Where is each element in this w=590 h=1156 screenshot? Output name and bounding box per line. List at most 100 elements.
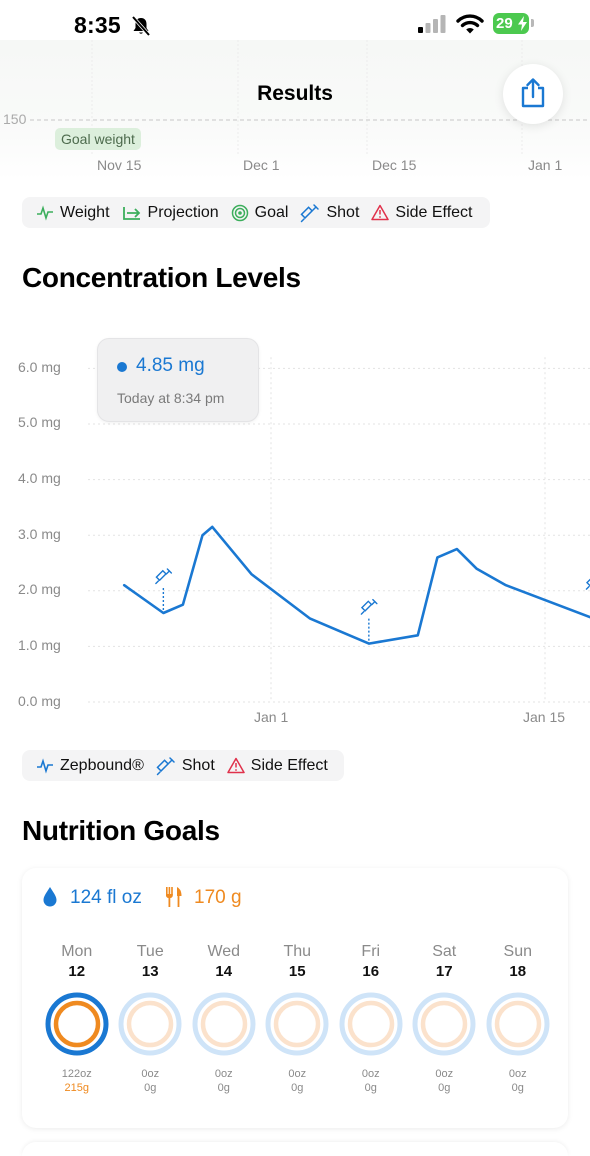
water-ring (412, 992, 476, 1056)
y-tick-label: 1.0 mg (18, 637, 61, 653)
food-ring (274, 1000, 321, 1048)
day-food: 0g (438, 1082, 451, 1094)
battery-icon: 29 (493, 13, 529, 34)
food-ring (421, 1000, 468, 1048)
day-water: 0oz (361, 1068, 380, 1080)
warning-icon (227, 757, 245, 774)
day-number: 15 (288, 963, 306, 980)
legend-projection: Projection (122, 204, 219, 222)
warning-icon (371, 204, 390, 221)
day-water: 122oz (61, 1068, 92, 1080)
water-ring (192, 992, 256, 1056)
days-row: Mon 12 122oz 215g Tue 13 0oz 0g Wed 14 0oz 0g Thu 15 0… (40, 943, 554, 1113)
nutrition-card[interactable]: 124 fl oz 170 g Mon 12 122oz 215g Tue 13 0oz 0g… (22, 868, 568, 1128)
y-tick-label: 2.0 mg (18, 581, 61, 597)
day-name: Fri (361, 943, 381, 960)
y-tick-label: 6.0 mg (18, 359, 61, 375)
syringe-icon (300, 203, 320, 222)
day-column[interactable]: Tue 13 0oz 0g (114, 943, 188, 1113)
legend-side-effect-label: Side Effect (395, 203, 473, 221)
day-number: 17 (435, 963, 453, 980)
food-ring (494, 1000, 541, 1048)
day-number: 14 (215, 963, 233, 980)
day-number: 13 (141, 963, 159, 980)
target-icon (231, 204, 248, 221)
day-column[interactable]: Thu 15 0oz 0g (261, 943, 335, 1113)
x-tick-label: Jan 1 (254, 709, 289, 725)
charging-bolt-icon (518, 16, 527, 31)
weight-x-tick: Jan 1 (528, 157, 563, 173)
day-water: 0oz (141, 1068, 160, 1080)
day-food: 0g (511, 1082, 524, 1094)
food-goal: 170 g (194, 887, 242, 908)
progress-ring (118, 992, 182, 1056)
progress-ring (45, 992, 109, 1056)
tooltip-time: Today at 8:34 pm (117, 390, 225, 406)
bell-slash-icon (131, 15, 151, 37)
day-food: 215g (64, 1082, 89, 1094)
legend-goal-label: Goal (254, 203, 289, 221)
day-column[interactable]: Sun 18 0oz 0g (481, 943, 555, 1113)
water-ring (486, 992, 550, 1056)
legend-projection-label: Projection (147, 203, 219, 221)
day-water: 0oz (288, 1068, 307, 1080)
day-food: 0g (364, 1082, 377, 1094)
day-column[interactable]: Wed 14 0oz 0g (187, 943, 261, 1113)
concentration-title: Concentration Levels (22, 262, 301, 293)
water-ring (118, 992, 182, 1056)
weight-legend: Weight Projection Goal Shot Side Effect (22, 197, 491, 228)
progress-ring (192, 992, 256, 1056)
y-tick-label: 4.0 mg (18, 470, 61, 486)
day-column[interactable]: Fri 16 0oz 0g (334, 943, 408, 1113)
tooltip-dot (117, 362, 127, 372)
water-ring (265, 992, 329, 1056)
x-tick-label: Jan 15 (523, 709, 566, 725)
progress-ring (265, 992, 329, 1056)
day-name: Sat (432, 943, 457, 960)
legend-zepbound: Zepbound® (36, 757, 144, 775)
legend-shot-label: Shot (326, 203, 360, 221)
legend-side-effect: Side Effect (371, 204, 472, 222)
share-button[interactable] (503, 64, 563, 124)
chart-tooltip: 4.85 mg Today at 8:34 pm (97, 338, 259, 422)
concentration-chart[interactable] (0, 340, 590, 720)
cellular-signal-icon (418, 15, 446, 33)
day-food: 0g (291, 1082, 304, 1094)
day-food: 0g (217, 1082, 230, 1094)
legend-weight: Weight (36, 204, 110, 222)
line-icon (37, 757, 53, 774)
concentration-line (122, 525, 590, 645)
day-name: Sun (503, 943, 532, 960)
water-ring (339, 992, 403, 1056)
weight-chart-backdrop (0, 40, 590, 180)
progress-ring (339, 992, 403, 1056)
day-name: Wed (207, 943, 241, 960)
weight-x-tick: Dec 15 (372, 157, 417, 173)
day-water: 0oz (214, 1068, 233, 1080)
syringe-icon (360, 598, 378, 615)
weight-x-tick: Nov 15 (97, 157, 142, 173)
weight-line-icon (37, 204, 53, 221)
syringe-icon (585, 575, 590, 590)
share-icon (521, 78, 545, 108)
day-column[interactable]: Sat 17 0oz 0g (408, 943, 482, 1113)
legend-side-effect-label: Side Effect (250, 756, 328, 774)
day-number: 12 (68, 963, 86, 980)
water-goal: 124 fl oz (70, 887, 142, 908)
legend-shot-label: Shot (181, 756, 215, 774)
water-drop-icon (43, 887, 57, 907)
y-tick-label: 0.0 mg (18, 693, 61, 709)
legend-goal: Goal (231, 203, 289, 222)
day-number: 16 (362, 963, 380, 980)
day-number: 18 (509, 963, 527, 980)
food-ring (53, 1000, 100, 1048)
next-card-edge (22, 1142, 568, 1156)
day-name: Mon (61, 943, 93, 960)
progress-ring (486, 992, 550, 1056)
day-column[interactable]: Mon 12 122oz 215g (40, 943, 114, 1113)
legend-shot: Shot (300, 203, 359, 223)
day-water: 0oz (435, 1068, 454, 1080)
weight-y-tick: 150 (3, 111, 27, 127)
food-ring (200, 1000, 247, 1048)
legend-side-effect: Side Effect (227, 757, 328, 775)
